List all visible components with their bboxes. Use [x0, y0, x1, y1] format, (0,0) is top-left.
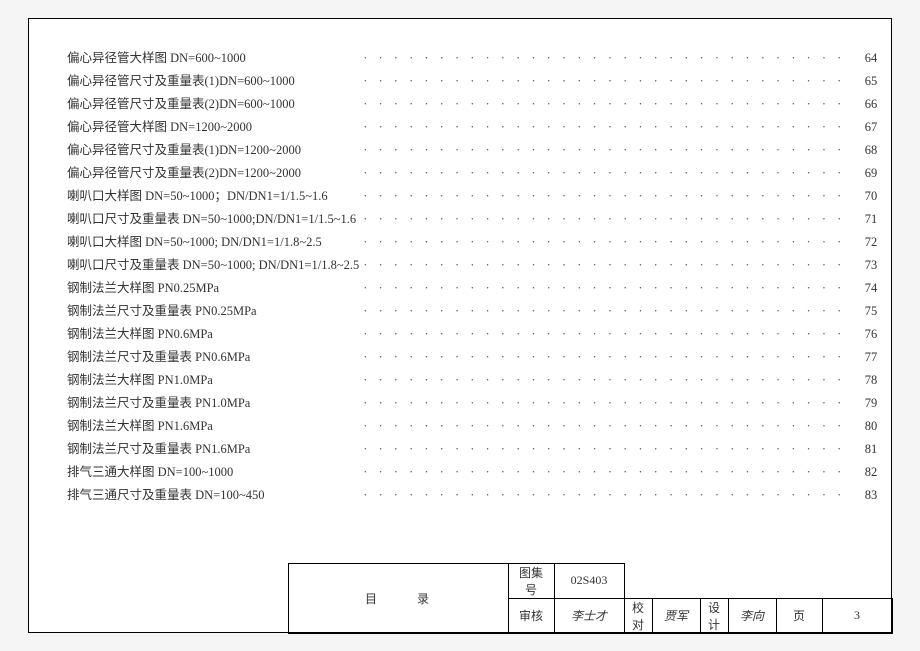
toc-row: 排气三通大样图 DN=100~1000· · · · · · · · · · ·… [67, 461, 877, 484]
toc-entry-title: 偏心异径管大样图 DN=600~1000 [67, 47, 246, 66]
toc-entry-page: 70 [849, 189, 877, 204]
toc-row: 喇叭口尺寸及重量表 DN=50~1000;DN/DN1=1/1.5~1.6· ·… [67, 208, 877, 231]
toc-entry-title: 偏心异径管大样图 DN=1200~2000 [67, 116, 252, 135]
toc-entry-title: 喇叭口尺寸及重量表 DN=50~1000; DN/DN1=1/1.8~2.5 [67, 254, 359, 273]
toc-columns: 偏心异径管大样图 DN=600~1000· · · · · · · · · · … [67, 47, 853, 537]
toc-leader-dots: · · · · · · · · · · · · · · · · · · · · … [295, 97, 850, 112]
toc-entry-title: 钢制法兰大样图 PN1.0MPa [67, 369, 213, 388]
toc-entry-title: 钢制法兰大样图 PN0.6MPa [67, 323, 213, 342]
toc-entry-page: 77 [849, 350, 877, 365]
toc-entry-title: 排气三通尺寸及重量表 DN=100~450 [67, 484, 265, 503]
toc-entry-page: 78 [849, 373, 877, 388]
toc-leader-dots: · · · · · · · · · · · · · · · · · · · · … [252, 120, 849, 135]
toc-entry-title: 喇叭口大样图 DN=50~1000; DN/DN1=1/1.8~2.5 [67, 231, 322, 250]
toc-row: 偏心异径管尺寸及重量表(2)DN=1200~2000· · · · · · · … [67, 162, 877, 185]
toc-entry-page: 66 [849, 97, 877, 112]
toc-row: 钢制法兰大样图 PN1.6MPa· · · · · · · · · · · · … [67, 415, 877, 438]
toc-entry-page: 64 [849, 51, 877, 66]
toc-leader-dots: · · · · · · · · · · · · · · · · · · · · … [328, 189, 850, 204]
toc-entry-page: 67 [849, 120, 877, 135]
toc-row: 排气三通尺寸及重量表 DN=100~450· · · · · · · · · ·… [67, 484, 877, 507]
toc-row: 钢制法兰尺寸及重量表 PN0.25MPa· · · · · · · · · · … [67, 300, 877, 323]
toc-leader-dots: · · · · · · · · · · · · · · · · · · · · … [213, 419, 849, 434]
toc-entry-page: 69 [849, 166, 877, 181]
title-block-title: 目 录 [288, 563, 508, 633]
toc-entry-page: 76 [849, 327, 877, 342]
toc-row: 钢制法兰大样图 PN0.25MPa· · · · · · · · · · · ·… [67, 277, 877, 300]
toc-entry-page: 81 [849, 442, 877, 457]
toc-leader-dots: · · · · · · · · · · · · · · · · · · · · … [213, 327, 849, 342]
toc-leader-dots: · · · · · · · · · · · · · · · · · · · · … [213, 373, 849, 388]
toc-row: 喇叭口大样图 DN=50~1000；DN/DN1=1/1.5~1.6· · · … [67, 185, 877, 208]
toc-leader-dots: · · · · · · · · · · · · · · · · · · · · … [250, 442, 849, 457]
toc-entry-title: 钢制法兰大样图 PN1.6MPa [67, 415, 213, 434]
toc-row: 喇叭口大样图 DN=50~1000; DN/DN1=1/1.8~2.5· · ·… [67, 231, 877, 254]
toc-entry-title: 偏心异径管尺寸及重量表(1)DN=600~1000 [67, 70, 295, 89]
toc-leader-dots: · · · · · · · · · · · · · · · · · · · · … [356, 212, 849, 227]
toc-row: 钢制法兰尺寸及重量表 PN0.6MPa· · · · · · · · · · ·… [67, 346, 877, 369]
toc-row: 钢制法兰尺寸及重量表 PN1.0MPa· · · · · · · · · · ·… [67, 392, 877, 415]
toc-entry-page: 80 [849, 419, 877, 434]
toc-leader-dots: · · · · · · · · · · · · · · · · · · · · … [219, 281, 849, 296]
toc-row: 钢制法兰大样图 PN1.0MPa· · · · · · · · · · · · … [67, 369, 877, 392]
toc-entry-page: 83 [849, 488, 877, 503]
toc-entry-page: 68 [849, 143, 877, 158]
toc-leader-dots: · · · · · · · · · · · · · · · · · · · · … [246, 51, 850, 66]
toc-row: 偏心异径管尺寸及重量表(1)DN=1200~2000· · · · · · · … [67, 139, 877, 162]
toc-column-left: 偏心异径管大样图 DN=600~1000· · · · · · · · · · … [67, 47, 877, 537]
value-pageno: 3 [822, 598, 892, 633]
toc-entry-page: 72 [849, 235, 877, 250]
label-shenhe: 审核 [508, 598, 554, 633]
toc-entry-page: 79 [849, 396, 877, 411]
toc-entry-title: 钢制法兰大样图 PN0.25MPa [67, 277, 219, 296]
toc-row: 偏心异径管尺寸及重量表(2)DN=600~1000· · · · · · · ·… [67, 93, 877, 116]
toc-leader-dots: · · · · · · · · · · · · · · · · · · · · … [257, 304, 850, 319]
toc-entry-title: 钢制法兰尺寸及重量表 PN0.25MPa [67, 300, 257, 319]
toc-entry-page: 65 [849, 74, 877, 89]
toc-entry-page: 71 [849, 212, 877, 227]
toc-leader-dots: · · · · · · · · · · · · · · · · · · · · … [250, 396, 849, 411]
toc-entry-page: 82 [849, 465, 877, 480]
toc-row: 偏心异径管尺寸及重量表(1)DN=600~1000· · · · · · · ·… [67, 70, 877, 93]
label-jiaodui: 校对 [624, 598, 652, 633]
toc-entry-title: 偏心异径管尺寸及重量表(1)DN=1200~2000 [67, 139, 301, 158]
toc-leader-dots: · · · · · · · · · · · · · · · · · · · · … [250, 350, 849, 365]
sig-shenhe: 李士才 [554, 598, 624, 633]
label-page: 页 [776, 598, 822, 633]
toc-entry-title: 钢制法兰尺寸及重量表 PN1.6MPa [67, 438, 250, 457]
toc-leader-dots: · · · · · · · · · · · · · · · · · · · · … [295, 74, 850, 89]
toc-row: 偏心异径管大样图 DN=600~1000· · · · · · · · · · … [67, 47, 877, 70]
toc-leader-dots: · · · · · · · · · · · · · · · · · · · · … [301, 166, 849, 181]
toc-leader-dots: · · · · · · · · · · · · · · · · · · · · … [301, 143, 849, 158]
toc-entry-title: 排气三通大样图 DN=100~1000 [67, 461, 233, 480]
toc-leader-dots: · · · · · · · · · · · · · · · · · · · · … [359, 258, 849, 273]
toc-row: 钢制法兰大样图 PN0.6MPa· · · · · · · · · · · · … [67, 323, 877, 346]
toc-entry-title: 喇叭口大样图 DN=50~1000；DN/DN1=1/1.5~1.6 [67, 185, 328, 204]
sig-sheji: 李向 [728, 598, 776, 633]
title-block: 目 录 图集号 02S403 审核李士才校对贾军设计李向页3 [288, 563, 893, 634]
page-frame: 偏心异径管大样图 DN=600~1000· · · · · · · · · · … [28, 18, 892, 633]
toc-row: 钢制法兰尺寸及重量表 PN1.6MPa· · · · · · · · · · ·… [67, 438, 877, 461]
toc-row: 偏心异径管大样图 DN=1200~2000· · · · · · · · · ·… [67, 116, 877, 139]
toc-entry-title: 钢制法兰尺寸及重量表 PN1.0MPa [67, 392, 250, 411]
label-setno: 图集号 [508, 563, 554, 598]
toc-entry-title: 偏心异径管尺寸及重量表(2)DN=1200~2000 [67, 162, 301, 181]
toc-entry-page: 73 [849, 258, 877, 273]
label-sheji: 设计 [700, 598, 728, 633]
toc-leader-dots: · · · · · · · · · · · · · · · · · · · · … [322, 235, 850, 250]
toc-entry-title: 钢制法兰尺寸及重量表 PN0.6MPa [67, 346, 250, 365]
toc-row: 喇叭口尺寸及重量表 DN=50~1000; DN/DN1=1/1.8~2.5· … [67, 254, 877, 277]
toc-leader-dots: · · · · · · · · · · · · · · · · · · · · … [265, 488, 850, 503]
toc-entry-page: 75 [849, 304, 877, 319]
toc-entry-title: 喇叭口尺寸及重量表 DN=50~1000;DN/DN1=1/1.5~1.6 [67, 208, 356, 227]
toc-entry-title: 偏心异径管尺寸及重量表(2)DN=600~1000 [67, 93, 295, 112]
toc-leader-dots: · · · · · · · · · · · · · · · · · · · · … [233, 465, 849, 480]
toc-entry-page: 74 [849, 281, 877, 296]
sig-jiaodui: 贾军 [652, 598, 700, 633]
value-setno: 02S403 [554, 563, 624, 598]
